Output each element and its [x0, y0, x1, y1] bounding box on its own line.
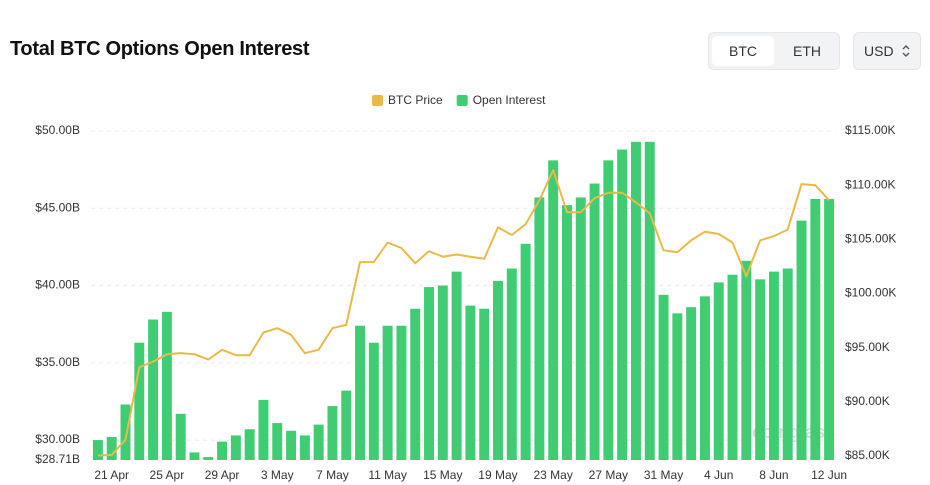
x-tick-label: 25 Apr — [150, 468, 185, 482]
bar — [644, 141, 655, 460]
bar — [727, 274, 738, 460]
bar — [258, 399, 269, 460]
x-tick-label: 12 Jun — [811, 468, 847, 482]
bar — [382, 325, 393, 460]
legend-label: BTC Price — [388, 93, 443, 107]
bar — [424, 287, 434, 460]
y2-tick-label: $115.00K — [845, 123, 896, 137]
x-tick-label: 7 May — [316, 468, 349, 482]
bar — [534, 197, 545, 460]
legend-label: Open Interest — [473, 93, 546, 107]
bar — [161, 311, 172, 460]
y-tick-label: $40.00B — [35, 278, 80, 292]
y2-tick-label: $90.00K — [845, 394, 890, 408]
x-tick-label: 15 May — [423, 468, 462, 482]
bar — [768, 271, 779, 460]
x-tick-label: 19 May — [478, 468, 517, 482]
bar — [148, 319, 159, 460]
bar — [120, 404, 131, 460]
bar — [686, 307, 697, 460]
bar — [658, 294, 669, 460]
chart-title: Total BTC Options Open Interest — [10, 38, 310, 60]
bar — [493, 280, 503, 460]
bar — [506, 268, 517, 460]
y2-tick-label: $85.00K — [845, 448, 890, 462]
bar — [341, 390, 352, 460]
bar — [437, 285, 448, 460]
bar — [203, 457, 214, 460]
y2-tick-label: $110.00K — [845, 177, 896, 191]
bar — [562, 205, 572, 460]
bar — [189, 452, 200, 460]
bar — [410, 308, 421, 460]
x-tick-label: 27 May — [589, 468, 628, 482]
legend-swatch — [456, 95, 468, 106]
eth-button[interactable]: ETH — [793, 43, 821, 59]
bar — [548, 160, 559, 460]
currency-select[interactable]: USD — [853, 32, 921, 70]
btc-button[interactable]: BTC — [712, 36, 774, 66]
bar — [824, 198, 835, 460]
x-tick-label: 29 Apr — [205, 468, 240, 482]
bar — [782, 268, 793, 460]
x-tick-label: 3 May — [261, 468, 294, 482]
y-tick-label: $35.00B — [35, 355, 80, 369]
bar — [479, 308, 490, 460]
bar — [230, 435, 241, 460]
bar — [465, 305, 476, 460]
bar — [603, 160, 614, 460]
currency-label: USD — [864, 43, 894, 59]
bar — [355, 325, 365, 460]
bar — [810, 198, 821, 460]
bar — [741, 260, 752, 460]
legend-swatch — [372, 95, 383, 106]
x-tick-label: 8 Jun — [759, 468, 788, 482]
bar — [396, 325, 407, 460]
price-line — [97, 169, 830, 457]
y-tick-label: $28.71B — [35, 452, 80, 466]
bar — [299, 435, 310, 460]
bar — [796, 220, 807, 460]
x-tick-label: 21 Apr — [94, 468, 129, 482]
bar — [134, 342, 145, 460]
bar — [520, 243, 531, 460]
bar — [272, 423, 283, 460]
x-tick-label: 31 May — [644, 468, 683, 482]
bar — [175, 413, 186, 460]
bar — [313, 424, 324, 460]
x-tick-label: 4 Jun — [704, 468, 733, 482]
bar — [617, 149, 628, 460]
x-tick-label: 11 May — [368, 468, 406, 482]
y2-tick-label: $105.00K — [845, 232, 896, 246]
bar — [630, 141, 641, 460]
coin-switch: BTC ETH — [708, 32, 840, 70]
bar — [92, 440, 103, 460]
bar — [451, 271, 462, 460]
bar — [575, 197, 586, 460]
y-tick-label: $50.00B — [35, 123, 80, 137]
y-tick-label: $30.00B — [35, 432, 80, 446]
bar — [672, 313, 683, 460]
bar — [106, 436, 117, 460]
bar — [244, 429, 255, 460]
bar — [699, 296, 710, 460]
y2-tick-label: $95.00K — [845, 340, 890, 354]
bar — [327, 406, 338, 460]
bar — [589, 183, 600, 461]
bar — [368, 342, 379, 460]
bar — [755, 279, 766, 460]
y2-tick-label: $100.00K — [845, 286, 896, 300]
x-tick-label: 23 May — [533, 468, 572, 482]
y-tick-label: $45.00B — [35, 200, 80, 214]
bar — [286, 430, 297, 460]
select-arrow — [902, 45, 910, 57]
bar — [217, 441, 228, 460]
bar — [713, 282, 724, 460]
